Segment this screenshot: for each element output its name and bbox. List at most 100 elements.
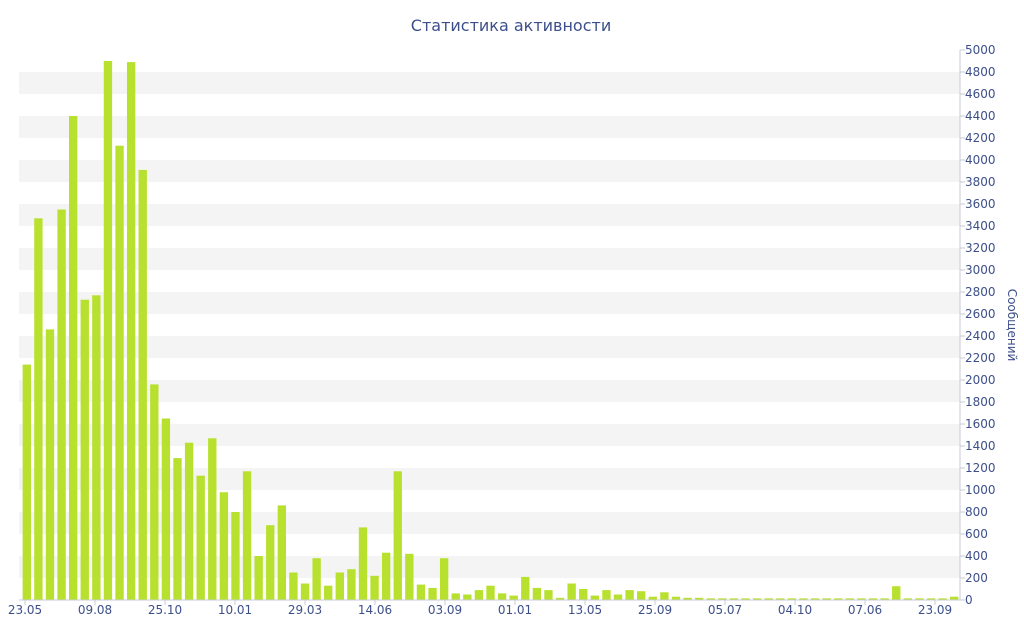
y-tick-label: 1000 <box>965 483 996 497</box>
bar <box>405 553 414 600</box>
bar <box>822 598 831 600</box>
bar <box>335 572 344 600</box>
bar <box>741 598 750 600</box>
chart-title: Статистика активности <box>411 16 611 35</box>
bar <box>555 597 565 600</box>
grid-band <box>19 556 960 578</box>
bar <box>590 595 600 600</box>
bar <box>648 596 657 600</box>
bar <box>497 593 507 600</box>
bar <box>810 598 820 600</box>
bar <box>22 364 31 600</box>
bar <box>706 598 715 600</box>
y-tick-label: 4800 <box>965 65 996 79</box>
y-tick-label: 4200 <box>965 131 996 145</box>
bar <box>544 590 553 600</box>
grid-band <box>19 248 960 270</box>
bars <box>22 61 959 601</box>
bar <box>671 596 681 600</box>
bar <box>752 598 762 600</box>
grid-bands <box>19 72 960 578</box>
bar <box>660 592 669 600</box>
bar <box>196 475 205 600</box>
bar <box>834 598 843 600</box>
y-tick-label: 2400 <box>965 329 996 343</box>
y-tick-label: 1200 <box>965 461 996 475</box>
bar <box>694 597 704 600</box>
bar <box>521 576 530 600</box>
bar <box>532 587 542 600</box>
bar <box>324 585 333 600</box>
bar <box>161 418 171 600</box>
bar <box>950 596 959 600</box>
bar <box>277 505 287 600</box>
grid-band <box>19 72 960 94</box>
bar <box>34 218 43 601</box>
bar <box>486 585 495 600</box>
bar <box>683 597 692 600</box>
y-tick-label: 0 <box>965 593 973 607</box>
y-tick-label: 3200 <box>965 241 996 255</box>
y-tick-label: 5000 <box>965 43 996 57</box>
x-tick-label: 25.09 <box>638 603 672 617</box>
bar <box>416 584 426 600</box>
bar <box>242 471 252 600</box>
x-tick-label: 13.05 <box>568 603 602 617</box>
y-tick-label: 1800 <box>965 395 996 409</box>
x-tick-label: 10.01 <box>218 603 252 617</box>
grid-band <box>19 292 960 314</box>
bar <box>45 329 55 600</box>
bar <box>602 590 611 600</box>
y-tick-label: 3400 <box>965 219 996 233</box>
bar <box>103 61 113 600</box>
bar <box>868 598 878 600</box>
bar <box>254 556 263 600</box>
bar <box>347 569 356 600</box>
bar <box>787 598 797 600</box>
bar <box>439 558 449 600</box>
bar <box>579 589 588 600</box>
y-tick-label: 4000 <box>965 153 996 167</box>
bar <box>393 471 402 600</box>
grid-band <box>19 160 960 182</box>
x-tick-label: 23.05 <box>8 603 42 617</box>
bar <box>567 583 576 600</box>
bar <box>370 575 379 600</box>
bar <box>80 299 89 600</box>
x-tick-label: 23.09 <box>918 603 952 617</box>
x-tick-label: 07.06 <box>848 603 882 617</box>
bar <box>231 512 240 600</box>
y-tick-label: 3600 <box>965 197 996 211</box>
grid-band <box>19 116 960 138</box>
bar <box>845 598 855 600</box>
bar <box>57 209 66 600</box>
y-tick-label: 2200 <box>965 351 996 365</box>
y-tick-label: 1400 <box>965 439 996 453</box>
y-tick-label: 800 <box>965 505 988 519</box>
y-tick-label: 4400 <box>965 109 996 123</box>
bar <box>428 587 437 600</box>
y-tick-label: 200 <box>965 571 988 585</box>
x-axis: 23.05 09.08 25.10 10.01 29.03 14.06 03.09 01.01… <box>8 600 952 617</box>
grid-band <box>19 336 960 358</box>
bar <box>312 558 321 600</box>
x-tick-label: 29.03 <box>288 603 322 617</box>
bar <box>138 169 147 600</box>
y-tick-label: 3800 <box>965 175 996 189</box>
bar <box>509 595 518 600</box>
x-tick-label: 09.08 <box>78 603 112 617</box>
bar <box>300 583 310 600</box>
bar <box>92 295 101 600</box>
x-tick-label: 14.06 <box>358 603 392 617</box>
bar <box>381 552 391 600</box>
bar <box>625 590 634 600</box>
bar <box>150 384 159 600</box>
bar <box>718 598 727 600</box>
grid-band <box>19 468 960 490</box>
x-tick-label: 25.10 <box>148 603 182 617</box>
bar <box>126 62 136 601</box>
bar <box>938 598 947 600</box>
bar <box>451 593 460 600</box>
y-tick-label: 400 <box>965 549 988 563</box>
